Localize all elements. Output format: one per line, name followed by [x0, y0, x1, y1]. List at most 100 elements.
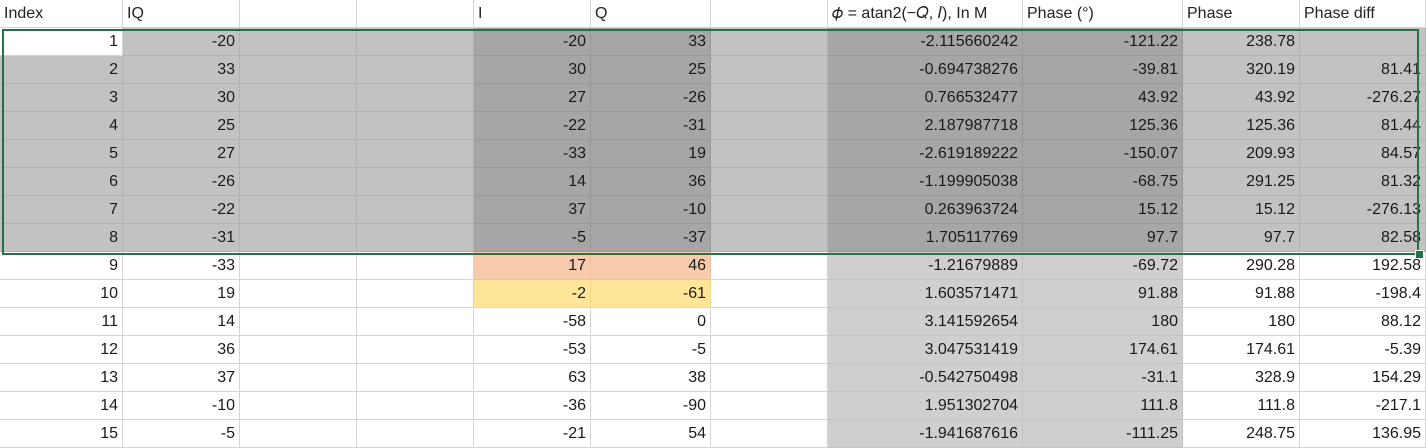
cell-col-index[interactable]: 8 [0, 224, 123, 252]
cell-col-empty-c[interactable] [240, 280, 357, 308]
cell-col-empty-d[interactable] [357, 140, 474, 168]
cell-col-empty-c[interactable] [240, 364, 357, 392]
cell-col-empty-g[interactable] [711, 420, 828, 448]
cell-col-empty-d[interactable] [357, 112, 474, 140]
cell-col-phi-rad[interactable]: -2.115660242 [828, 28, 1023, 56]
cell-col-iq[interactable]: 36 [123, 336, 240, 364]
header-col-q[interactable]: Q [591, 0, 711, 28]
header-col-phase[interactable]: Phase [1183, 0, 1300, 28]
cell-col-q[interactable]: 46 [591, 252, 711, 280]
cell-col-q[interactable]: -26 [591, 84, 711, 112]
cell-col-phase[interactable]: 180 [1183, 308, 1300, 336]
cell-col-phase-deg[interactable]: 111.8 [1023, 392, 1183, 420]
header-col-phase-deg[interactable]: Phase (°) [1023, 0, 1183, 28]
cell-col-phase[interactable]: 328.9 [1183, 364, 1300, 392]
cell-col-phi-rad[interactable]: 1.951302704 [828, 392, 1023, 420]
cell-col-empty-g[interactable] [711, 56, 828, 84]
cell-col-phi-rad[interactable]: -1.941687616 [828, 420, 1023, 448]
cell-col-phi-rad[interactable]: 0.263963724 [828, 196, 1023, 224]
cell-col-i[interactable]: -20 [474, 28, 591, 56]
cell-col-empty-g[interactable] [711, 84, 828, 112]
cell-col-iq[interactable]: 30 [123, 84, 240, 112]
header-col-empty-g[interactable] [711, 0, 828, 28]
cell-col-phase-diff[interactable]: 81.32 [1300, 168, 1426, 196]
cell-col-empty-d[interactable] [357, 420, 474, 448]
cell-col-iq[interactable]: -33 [123, 252, 240, 280]
cell-col-iq[interactable]: 37 [123, 364, 240, 392]
cell-col-phase-deg[interactable]: -69.72 [1023, 252, 1183, 280]
cell-col-index[interactable]: 10 [0, 280, 123, 308]
cell-col-empty-c[interactable] [240, 252, 357, 280]
cell-col-phase-deg[interactable]: 180 [1023, 308, 1183, 336]
cell-col-phi-rad[interactable]: 0.766532477 [828, 84, 1023, 112]
cell-col-empty-g[interactable] [711, 280, 828, 308]
cell-col-phase-diff[interactable]: 136.95 [1300, 420, 1426, 448]
cell-col-q[interactable]: 33 [591, 28, 711, 56]
header-col-phi-rad[interactable]: 𝜙 = atan2(−𝑄, 𝐼), In M [828, 0, 1023, 28]
cell-col-phase[interactable]: 91.88 [1183, 280, 1300, 308]
cell-col-phi-rad[interactable]: 2.187987718 [828, 112, 1023, 140]
cell-col-empty-d[interactable] [357, 308, 474, 336]
cell-col-empty-g[interactable] [711, 336, 828, 364]
cell-col-phase-deg[interactable]: -31.1 [1023, 364, 1183, 392]
cell-col-empty-g[interactable] [711, 252, 828, 280]
cell-col-q[interactable]: 36 [591, 168, 711, 196]
header-col-index[interactable]: Index [0, 0, 123, 28]
cell-col-index[interactable]: 11 [0, 308, 123, 336]
cell-col-empty-g[interactable] [711, 28, 828, 56]
cell-col-q[interactable]: -37 [591, 224, 711, 252]
cell-col-empty-c[interactable] [240, 420, 357, 448]
cell-col-index[interactable]: 12 [0, 336, 123, 364]
cell-col-index[interactable]: 1 [0, 28, 123, 56]
cell-col-index[interactable]: 13 [0, 364, 123, 392]
cell-col-i[interactable]: 27 [474, 84, 591, 112]
cell-col-index[interactable]: 6 [0, 168, 123, 196]
cell-col-empty-c[interactable] [240, 196, 357, 224]
cell-col-phase[interactable]: 43.92 [1183, 84, 1300, 112]
cell-col-iq[interactable]: -31 [123, 224, 240, 252]
cell-col-phase-deg[interactable]: -39.81 [1023, 56, 1183, 84]
cell-col-phase-diff[interactable]: 88.12 [1300, 308, 1426, 336]
cell-col-empty-d[interactable] [357, 336, 474, 364]
cell-col-iq[interactable]: -22 [123, 196, 240, 224]
cell-col-phase[interactable]: 291.25 [1183, 168, 1300, 196]
cell-col-empty-d[interactable] [357, 196, 474, 224]
cell-col-index[interactable]: 7 [0, 196, 123, 224]
cell-col-i[interactable]: -36 [474, 392, 591, 420]
cell-col-index[interactable]: 4 [0, 112, 123, 140]
cell-col-iq[interactable]: 33 [123, 56, 240, 84]
cell-col-empty-g[interactable] [711, 308, 828, 336]
cell-col-phase-diff[interactable]: 81.41 [1300, 56, 1426, 84]
cell-col-iq[interactable]: 19 [123, 280, 240, 308]
cell-col-phase-diff[interactable]: 192.58 [1300, 252, 1426, 280]
cell-col-empty-g[interactable] [711, 168, 828, 196]
cell-col-i[interactable]: 37 [474, 196, 591, 224]
cell-col-phase-diff[interactable]: 81.44 [1300, 112, 1426, 140]
cell-col-q[interactable]: -90 [591, 392, 711, 420]
cell-col-phi-rad[interactable]: -1.199905038 [828, 168, 1023, 196]
cell-col-phase-deg[interactable]: -121.22 [1023, 28, 1183, 56]
cell-col-i[interactable]: -2 [474, 280, 591, 308]
cell-col-empty-c[interactable] [240, 56, 357, 84]
cell-col-phase[interactable]: 209.93 [1183, 140, 1300, 168]
cell-col-index[interactable]: 3 [0, 84, 123, 112]
cell-col-phi-rad[interactable]: -1.21679889 [828, 252, 1023, 280]
cell-col-iq[interactable]: -20 [123, 28, 240, 56]
cell-col-iq[interactable]: 25 [123, 112, 240, 140]
cell-col-phase-deg[interactable]: 91.88 [1023, 280, 1183, 308]
cell-col-empty-d[interactable] [357, 168, 474, 196]
cell-col-phase[interactable]: 15.12 [1183, 196, 1300, 224]
cell-col-phase-diff[interactable]: -276.13 [1300, 196, 1426, 224]
cell-col-phase-diff[interactable]: -217.1 [1300, 392, 1426, 420]
cell-col-empty-c[interactable] [240, 392, 357, 420]
cell-col-phase-deg[interactable]: 125.36 [1023, 112, 1183, 140]
cell-col-q[interactable]: 19 [591, 140, 711, 168]
cell-col-i[interactable]: -22 [474, 112, 591, 140]
cell-col-phase-diff[interactable]: -276.27 [1300, 84, 1426, 112]
cell-col-phase-diff[interactable]: -198.4 [1300, 280, 1426, 308]
cell-col-phi-rad[interactable]: 1.603571471 [828, 280, 1023, 308]
cell-col-empty-c[interactable] [240, 168, 357, 196]
cell-col-empty-c[interactable] [240, 84, 357, 112]
cell-col-q[interactable]: -31 [591, 112, 711, 140]
cell-col-q[interactable]: 0 [591, 308, 711, 336]
